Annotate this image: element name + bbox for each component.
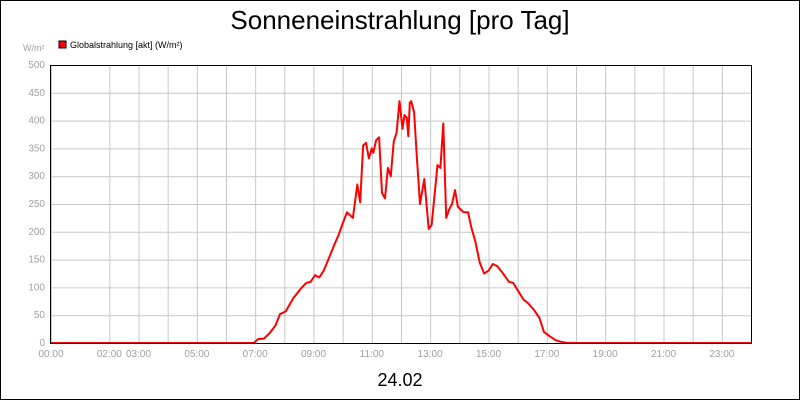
y-axis-unit-label: W/m² xyxy=(23,43,45,53)
y-tick-label: 150 xyxy=(28,255,45,266)
x-tick-label: 11:00 xyxy=(360,349,385,360)
y-tick-label: 300 xyxy=(28,171,45,182)
series-layer xyxy=(50,100,752,344)
y-tick-label: 450 xyxy=(28,88,45,99)
x-tick-label: 13:00 xyxy=(418,349,443,360)
y-tick-label: 0 xyxy=(39,338,45,349)
y-tick-label: 500 xyxy=(28,60,45,71)
x-tick-label: 15:00 xyxy=(476,349,501,360)
x-tick-label: 09:00 xyxy=(301,349,326,360)
legend-swatch xyxy=(58,40,67,49)
x-tick-label: 03:00 xyxy=(126,349,151,360)
x-tick-label: 19:00 xyxy=(593,349,618,360)
y-tick-label: 200 xyxy=(28,227,45,238)
x-tick-label: 23:00 xyxy=(709,349,734,360)
series-line xyxy=(50,100,752,344)
axis-ticks: 0 50 100 150 200 250 300 350 400 450 500 00:00 02:00… xyxy=(28,60,734,360)
x-tick-label: 21:00 xyxy=(651,349,676,360)
grid xyxy=(51,65,752,344)
x-tick-label: 17:00 xyxy=(534,349,559,360)
plot-area-border xyxy=(50,65,752,344)
y-tick-label: 250 xyxy=(28,199,45,210)
x-axis-label: 24.02 xyxy=(377,370,422,390)
x-tick-label: 02:00 xyxy=(97,349,122,360)
x-tick-label: 07:00 xyxy=(243,349,268,360)
y-tick-label: 350 xyxy=(28,143,45,154)
y-tick-label: 400 xyxy=(28,116,45,127)
x-tick-label: 05:00 xyxy=(184,349,209,360)
y-tick-label: 50 xyxy=(34,310,46,321)
x-tick-label: 00:00 xyxy=(38,349,63,360)
legend: Globalstrahlung [akt] (W/m²) xyxy=(58,40,183,50)
y-tick-label: 100 xyxy=(28,282,45,293)
chart-title: Sonneneinstrahlung [pro Tag] xyxy=(230,5,569,35)
legend-label: Globalstrahlung [akt] (W/m²) xyxy=(70,40,183,50)
